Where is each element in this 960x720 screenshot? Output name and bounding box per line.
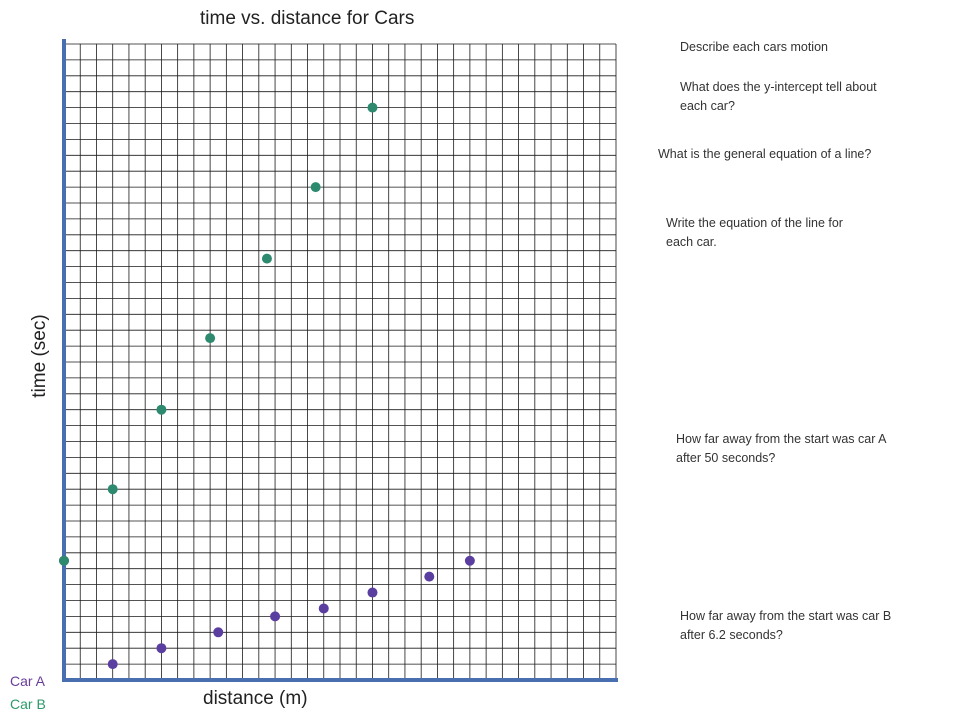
car-b-data-point (107, 484, 118, 495)
car-a-data-point (156, 643, 167, 654)
car-a-data-point (107, 659, 118, 670)
car-a-data-point (464, 555, 475, 566)
question-describe-motion: Describe each cars motion (680, 40, 828, 54)
car-a-data-point (367, 587, 378, 598)
car-b-data-point (205, 333, 216, 344)
grid-lines (63, 43, 617, 681)
question-line-equation: Write the equation of the line for each … (666, 216, 843, 249)
car-b-data-point (261, 253, 272, 264)
legend-car-a: Car A (10, 673, 46, 689)
legend-car-b: Car B (10, 696, 46, 712)
data-points (59, 102, 475, 670)
axes (62, 39, 618, 682)
chart-title: time vs. distance for Cars (200, 8, 415, 29)
car-a-data-point (270, 611, 281, 622)
question-general-equation: What is the general equation of a line? (658, 147, 872, 161)
car-a-data-point (424, 571, 435, 582)
car-a-data-point (213, 627, 224, 638)
x-axis-label: distance (m) (203, 688, 308, 709)
car-b-data-point (156, 404, 167, 415)
question-car-b-distance: How far away from the start was car B af… (680, 609, 892, 642)
car-b-data-point (59, 555, 69, 566)
question-y-intercept: What does the y-intercept tell about eac… (680, 80, 877, 113)
car-b-data-point (310, 182, 321, 193)
car-a-data-point (318, 603, 329, 614)
question-car-a-distance: How far away from the start was car A af… (676, 432, 886, 465)
car-b-data-point (367, 102, 378, 113)
